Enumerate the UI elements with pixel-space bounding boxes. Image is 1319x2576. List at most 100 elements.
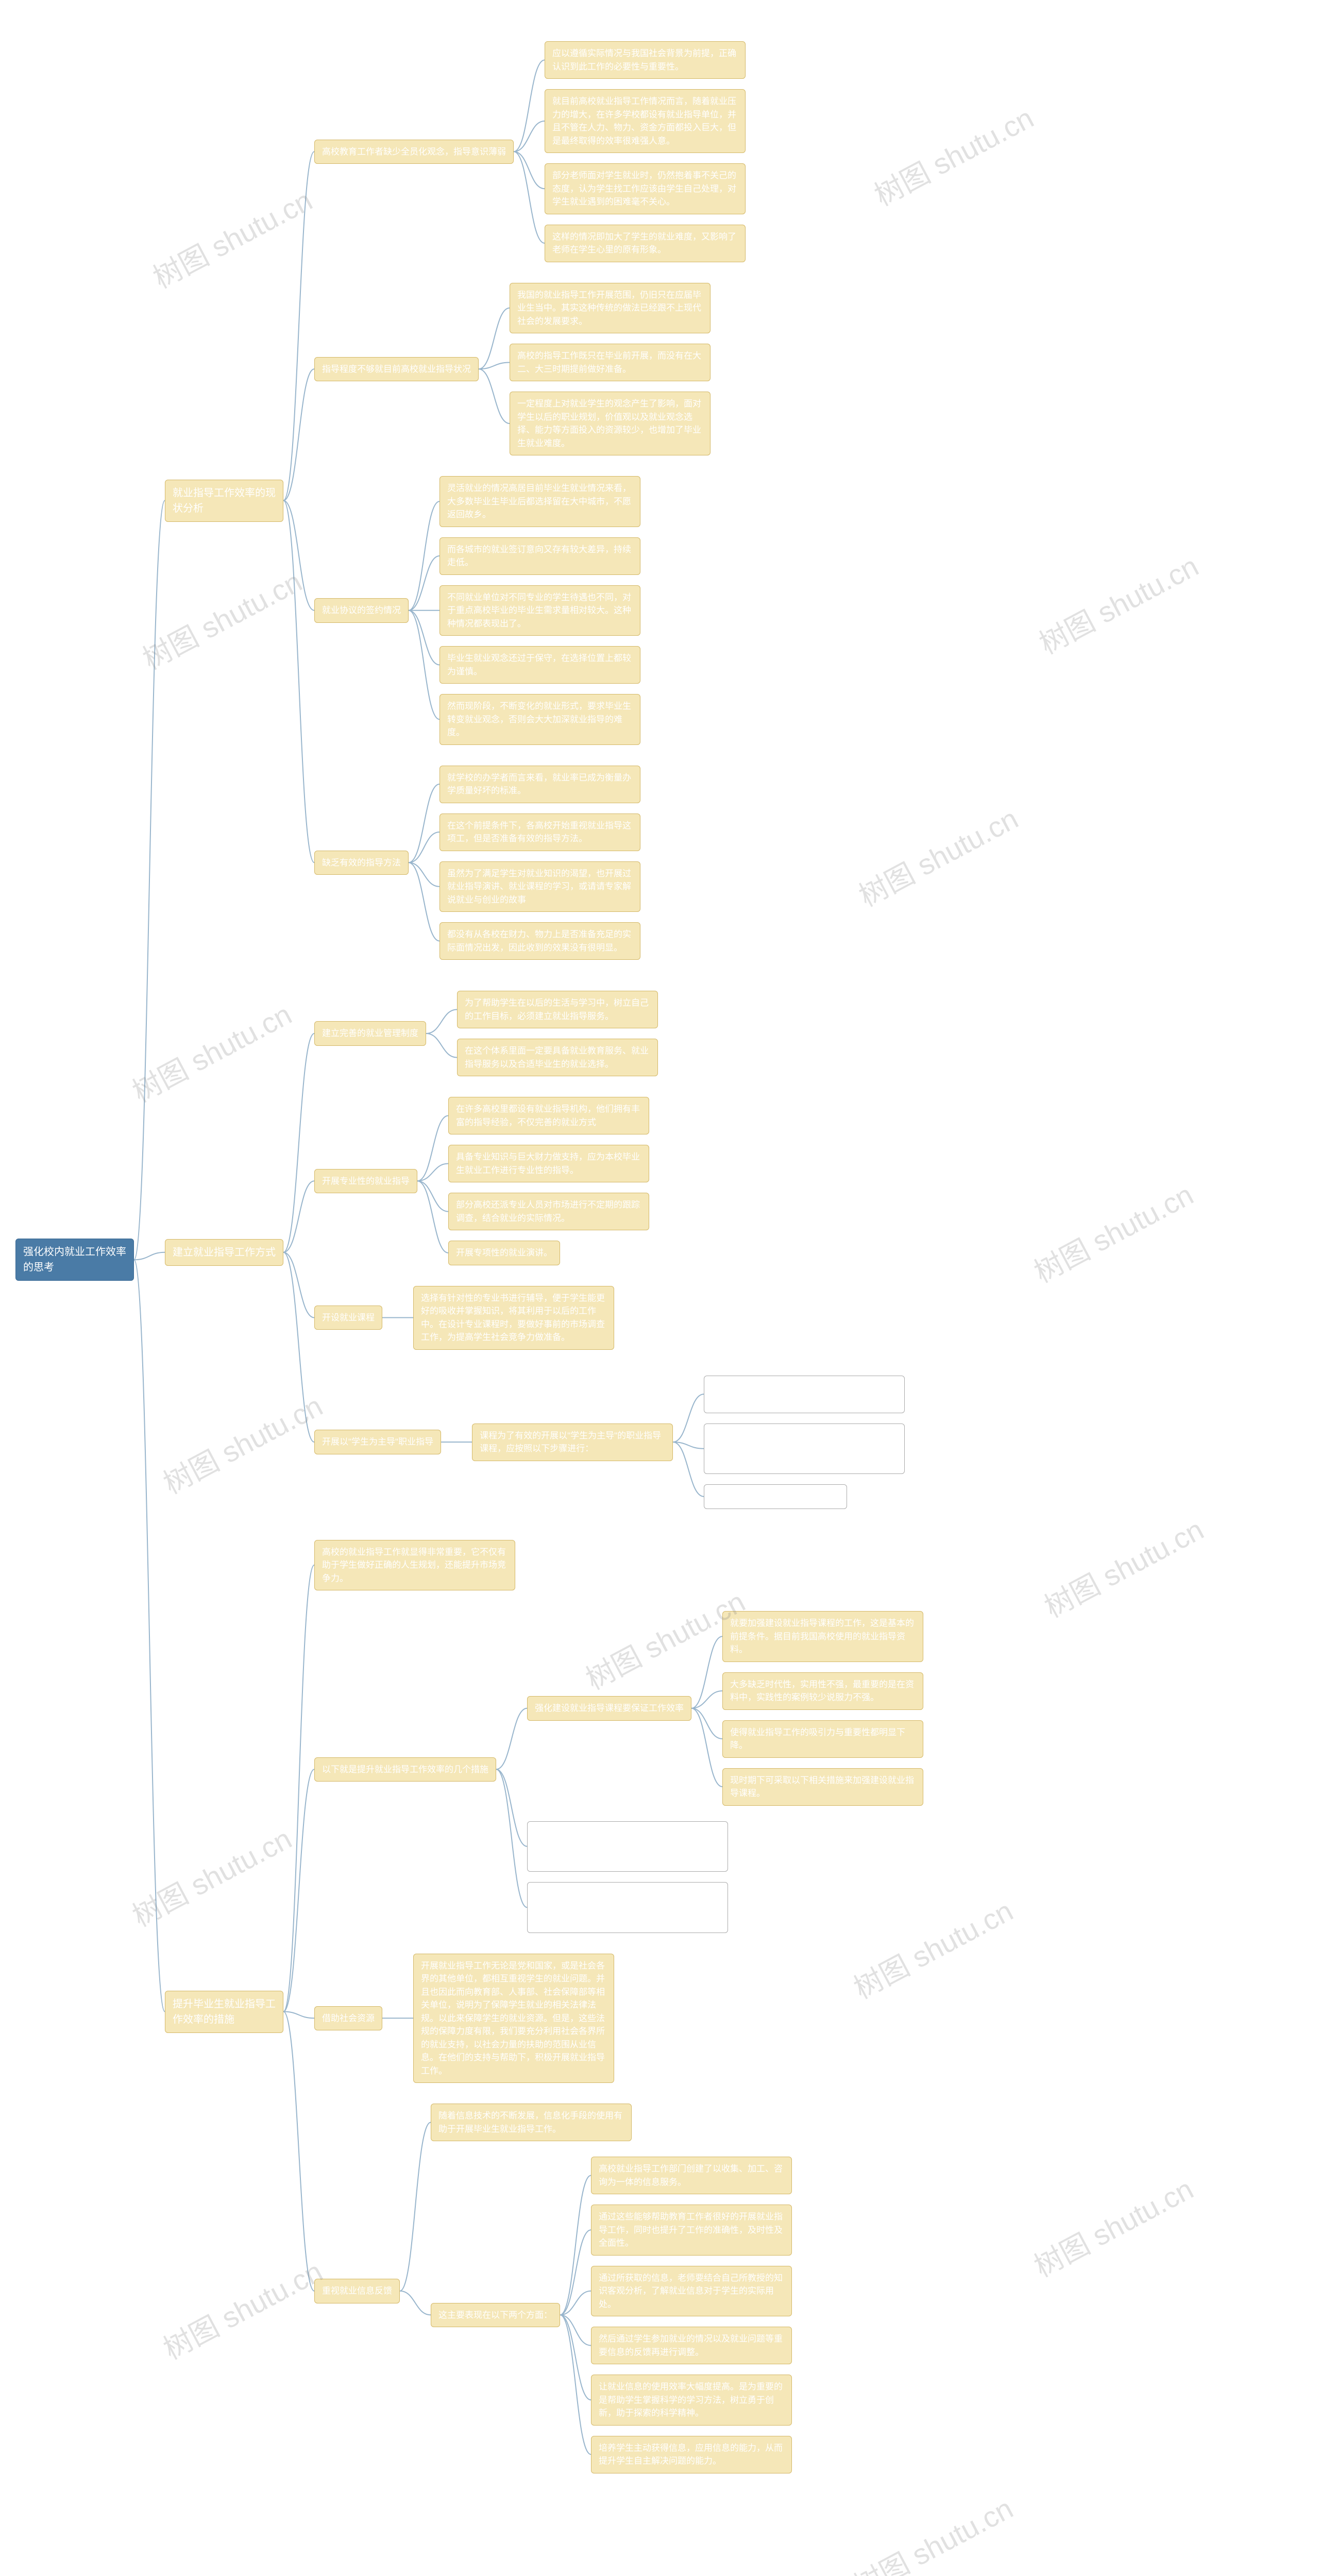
children-group: 就业指导工作效率的现状分析高校教育工作者缺少全员化观念，指导意识薄弱应以遵循实际…	[165, 26, 923, 2494]
node-label: 高校的指导工作既只在毕业前开展，而没有在大二、大三时期提前做好准备。	[510, 344, 711, 381]
mindmap-node: 虽然为了满足学生对就业知识的渴望，也开展过就业指导演讲、就业课程的学习，或请请专…	[439, 861, 640, 912]
node-label: 高校就业指导工作部门创建了以收集、加工、咨询为一体的信息服务。	[591, 2157, 792, 2194]
node-label: 具备专业知识与巨大财力做支持，应为本校毕业生就业工作进行专业性的指导。	[448, 1145, 649, 1182]
node-label: 开展就业指导工作无论是党和国家，或是社会各界的其他单位，都相互重视学生的就业问题…	[413, 1954, 614, 2083]
mindmap-node: 让就业信息的使用效率大幅度提高。是为重要的是帮助学生掌握科学的学习方法，树立勇于…	[591, 2375, 792, 2426]
node-label: 强化建设就业指导课程要保证工作效率	[527, 1696, 691, 1721]
children-group: 选择有针对性的专业书进行辅导，便于学生能更好的吸收并掌握知识，将其利用于以后的工…	[413, 1281, 614, 1355]
mindmap-node: 指导程度不够就目前高校就业指导状况 我国的就业指导工作开展范围，仍旧只在应届毕业生…	[314, 278, 746, 461]
mindmap-node: 都没有从各校在财力、物力上是否准备充足的实际面情况出发，因此收到的效果没有很明显…	[439, 922, 640, 960]
children-group: （1）分析学生的心理状态，根据学生的自身状况，提供参考建议。 （2）根据学生自身特…	[704, 1370, 905, 1514]
watermark: 树图 shutu.cn	[845, 2486, 1020, 2576]
mindmap-node: 然后通过学生参加就业的情况以及就业问题等重要信息的反馈再进行调整。	[591, 2327, 792, 2364]
node-label: 就学校的办学者而言来看，就业率已成为衡量办学质量好坏的标准。	[439, 766, 640, 803]
node-label: 以下就是提升就业指导工作效率的几个措施	[314, 1757, 496, 1782]
node-label: 就业协议的签约情况	[314, 598, 409, 623]
mindmap-node: 开设就业课程 选择有针对性的专业书进行辅导，便于学生能更好的吸收并掌握知识，将其利…	[314, 1281, 905, 1355]
node-label: 灵活就业的情况高居目前毕业生就业情况来看，大多数毕业生毕业后都选择留在大中城市，…	[439, 476, 640, 527]
node-label: 我国的就业指导工作开展范围，仍旧只在应届毕业生当中。其实这种传统的做法已经跟不上…	[510, 283, 711, 334]
children-group: 就要加强建设就业指导课程的工作，这是基本的前提条件。据目前我国高校使用的就业指导…	[722, 1606, 923, 1811]
mindmap-node: 高校就业指导工作部门创建了以收集、加工、咨询为一体的信息服务。	[591, 2157, 792, 2194]
node-label: 让就业信息的使用效率大幅度提高。是为重要的是帮助学生掌握科学的学习方法，树立勇于…	[591, 2375, 792, 2426]
node-label: （4）培养学生的自主创业意识。	[704, 1484, 847, 1509]
node-label: 提升毕业生就业指导工作效率的措施	[165, 1991, 283, 2033]
node-label: 通过这些能够帮助教育工作者很好的开展就业指导工作，同时也提升了工作的准确性，及时…	[591, 2205, 792, 2256]
node-label: 然而现阶段，不断变化的就业形式，要求毕业生转变就业观念，否则会大大加深就业指导的…	[439, 694, 640, 745]
node-label: 部分老师面对学生就业时，仍然抱着事不关己的态度，认为学生找工作应该由学生自己处理…	[545, 163, 746, 214]
mindmap-node: （1）将学生的就业指导课程列入教学新方案里，通过规定学时学分的方式保证教学的整体…	[527, 1821, 923, 1872]
mindmap-node: 灵活就业的情况高居目前毕业生就业情况来看，大多数毕业生毕业后都选择留在大中城市，…	[439, 476, 640, 527]
node-label: 缺乏有效的指导方法	[314, 851, 409, 875]
node-label: 然后通过学生参加就业的情况以及就业问题等重要信息的反馈再进行调整。	[591, 2327, 792, 2364]
mindmap-node: 使得就业指导工作的吸引力与重要性都明显下降。	[722, 1720, 923, 1758]
mindmap-node: 通过这些能够帮助教育工作者很好的开展就业指导工作，同时也提升了工作的准确性，及时…	[591, 2205, 792, 2256]
node-label: 课程为了有效的开展以"学生为主导"的职业指导课程，应按照以下步骤进行：	[472, 1423, 673, 1461]
mindmap-node: 在这个体系里面一定要具备就业教育服务、就业指导服务以及合适毕业生的就业选择。	[457, 1039, 658, 1076]
mindmap-node: 高校教育工作者缺少全员化观念，指导意识薄弱 应以遵循实际情况与我国社会背景为前提，…	[314, 36, 746, 267]
mindmap-node: 就业协议的签约情况 灵活就业的情况高居目前毕业生就业情况来看，大多数毕业生毕业后都…	[314, 471, 746, 750]
children-group: 我国的就业指导工作开展范围，仍旧只在应届毕业生当中。其实这种传统的做法已经跟不上…	[510, 278, 711, 461]
mindmap-node: 而各城市的就业签订意向又存有较大差异，持续走低。	[439, 537, 640, 575]
node-label: 在许多高校里都设有就业指导机构，他们拥有丰富的指导经验，不仅完善的就业方式	[448, 1097, 649, 1134]
root-node: 强化校内就业工作效率的思考就业指导工作效率的现状分析高校教育工作者缺少全员化观念…	[15, 26, 923, 2494]
node-label: 借助社会资源	[314, 2006, 382, 2031]
mindmap-node: 课程为了有效的开展以"学生为主导"的职业指导课程，应按照以下步骤进行： （1）分析…	[472, 1370, 905, 1514]
mindmap-root: 强化校内就业工作效率的思考就业指导工作效率的现状分析高校教育工作者缺少全员化观念…	[15, 26, 1304, 2494]
mindmap-node: 开展专业性的就业指导在许多高校里都设有就业指导机构，他们拥有丰富的指导经验，不仅…	[314, 1092, 905, 1270]
mindmap-node: 就目前高校就业指导工作情况而言，随着就业压力的增大，在许多学校都设有就业指导单位…	[545, 89, 746, 153]
mindmap-node: 开展就业指导工作无论是党和国家，或是社会各界的其他单位，都相互重视学生的就业问题…	[413, 1954, 614, 2083]
node-label: 不同就业单位对不同专业的学生待遇也不同，对于重点高校毕业的毕业生需求量相对较大。…	[439, 585, 640, 636]
node-label: （2）根据学生自身特长、优缺点、分析比较后做出适合自己的职业规划。（3）由专业老…	[704, 1423, 905, 1475]
node-label: 都没有从各校在财力、物力上是否准备充足的实际面情况出发，因此收到的效果没有很明显…	[439, 922, 640, 960]
mindmap-node: （2）根据学生自身特长、优缺点、分析比较后做出适合自己的职业规划。（3）由专业老…	[704, 1423, 905, 1475]
mindmap-node: 我国的就业指导工作开展范围，仍旧只在应届毕业生当中。其实这种传统的做法已经跟不上…	[510, 283, 711, 334]
node-label: 指导程度不够就目前高校就业指导状况	[314, 357, 479, 382]
node-label: 部分高校还派专业人员对市场进行不定期的跟踪调查，结合就业的实际情况。	[448, 1193, 649, 1230]
mindmap-node: 这样的情况即加大了学生的就业难度，又影响了老师在学生心里的原有形象。	[545, 225, 746, 262]
mindmap-node: 为了帮助学生在以后的生活与学习中，树立自己的工作目标，必须建立就业指导服务。	[457, 991, 658, 1028]
mindmap-node: 缺乏有效的指导方法 就学校的办学者而言来看，就业率已成为衡量办学质量好坏的标准。在…	[314, 760, 746, 965]
mindmap-node: 随着信息技术的不断发展，信息化手段的使用有助于开展毕业生就业指导工作。	[431, 2104, 792, 2141]
node-label: 大多缺乏时代性，实用性不强，最重要的是在资料中，实践性的案例较少说服力不强。	[722, 1672, 923, 1710]
mindmap-node: 一定程度上对就业学生的观念产生了影响，面对学生以后的职业规划，价值观以及就业观念…	[510, 392, 711, 455]
node-label: 开展以"学生为主导"职业指导	[314, 1430, 441, 1454]
mindmap-node: 这主要表现在以下两个方面：高校就业指导工作部门创建了以收集、加工、咨询为一体的信…	[431, 2151, 792, 2479]
mindmap-node: 部分老师面对学生就业时，仍然抱着事不关己的态度，认为学生找工作应该由学生自己处理…	[545, 163, 746, 214]
children-group: 强化建设就业指导课程要保证工作效率 就要加强建设就业指导课程的工作，这是基本的前提…	[527, 1601, 923, 1938]
node-label: 随着信息技术的不断发展，信息化手段的使用有助于开展毕业生就业指导工作。	[431, 2104, 632, 2141]
node-label: （2）通过集体备课的方式，让各科老师都接触到相关的科学讯息，并提供一个老师交流的…	[527, 1882, 728, 1933]
mindmap-node: 不同就业单位对不同专业的学生待遇也不同，对于重点高校毕业的毕业生需求量相对较大。…	[439, 585, 640, 636]
mindmap-node: 部分高校还派专业人员对市场进行不定期的跟踪调查，结合就业的实际情况。	[448, 1193, 649, 1230]
node-label: 这样的情况即加大了学生的就业难度，又影响了老师在学生心里的原有形象。	[545, 225, 746, 262]
mindmap-node: 高校的就业指导工作就显得非常重要，它不仅有助于学生做好正确的人生规划，还能提升市…	[314, 1540, 923, 1591]
node-label: 培养学生主动获得信息，应用信息的能力，从而提升学生自主解决问题的能力。	[591, 2436, 792, 2473]
mindmap-node: 以下就是提升就业指导工作效率的几个措施 强化建设就业指导课程要保证工作效率 就要加强…	[314, 1601, 923, 1938]
children-group: 应以遵循实际情况与我国社会背景为前提，正确认识到此工作的必要性与重要性。就目前高…	[545, 36, 746, 267]
node-label: 建立就业指导工作方式	[165, 1239, 283, 1266]
children-group: 建立完善的就业管理制度为了帮助学生在以后的生活与学习中，树立自己的工作目标，必须…	[314, 980, 905, 1524]
mindmap-node: 在这个前提条件下，各高校开始重视就业指导这项工，但是否准备有效的指导方法。	[439, 814, 640, 851]
mindmap-node: 提升毕业生就业指导工作效率的措施 高校的就业指导工作就显得非常重要，它不仅有助于学…	[165, 1535, 923, 2489]
children-group: 在许多高校里都设有就业指导机构，他们拥有丰富的指导经验，不仅完善的就业方式具备专…	[448, 1092, 649, 1270]
node-label: 重视就业信息反馈	[314, 2279, 400, 2303]
mindmap-node: 具备专业知识与巨大财力做支持，应为本校毕业生就业工作进行专业性的指导。	[448, 1145, 649, 1182]
mindmap-node: 现时期下可采取以下相关措施来加强建设就业指导课程。	[722, 1768, 923, 1806]
node-label: 在这个体系里面一定要具备就业教育服务、就业指导服务以及合适毕业生的就业选择。	[457, 1039, 658, 1076]
children-group: 高校教育工作者缺少全员化观念，指导意识薄弱 应以遵循实际情况与我国社会背景为前提，…	[314, 31, 746, 970]
mindmap-node: 就学校的办学者而言来看，就业率已成为衡量办学质量好坏的标准。	[439, 766, 640, 803]
node-label: 开设就业课程	[314, 1306, 382, 1330]
node-label: 选择有针对性的专业书进行辅导，便于学生能更好的吸收并掌握知识，将其利用于以后的工…	[413, 1286, 614, 1350]
children-group: 开展就业指导工作无论是党和国家，或是社会各界的其他单位，都相互重视学生的就业问题…	[413, 1948, 614, 2089]
mindmap-node: 重视就业信息反馈 随着信息技术的不断发展，信息化手段的使用有助于开展毕业生就业指导…	[314, 2098, 923, 2484]
node-label: （1）分析学生的心理状态，根据学生的自身状况，提供参考建议。	[704, 1376, 905, 1413]
mindmap-node: 建立就业指导工作方式 建立完善的就业管理制度为了帮助学生在以后的生活与学习中，树立…	[165, 980, 923, 1524]
node-label: 高校教育工作者缺少全员化观念，指导意识薄弱	[314, 140, 514, 164]
node-label: 开展专项性的就业演讲。	[448, 1241, 560, 1265]
node-label: 使得就业指导工作的吸引力与重要性都明显下降。	[722, 1720, 923, 1758]
node-label: （1）将学生的就业指导课程列入教学新方案里，通过规定学时学分的方式保证教学的整体…	[527, 1821, 728, 1872]
mindmap-node: 开展以"学生为主导"职业指导 课程为了有效的开展以"学生为主导"的职业指导课程，应…	[314, 1365, 905, 1519]
mindmap-node: 在许多高校里都设有就业指导机构，他们拥有丰富的指导经验，不仅完善的就业方式	[448, 1097, 649, 1134]
children-group: 高校就业指导工作部门创建了以收集、加工、咨询为一体的信息服务。通过这些能够帮助教…	[591, 2151, 792, 2479]
node-label: 通过所获取的信息，老师要结合自己所教授的知识客观分析，了解就业信息对于学生的实际…	[591, 2266, 792, 2317]
mindmap-node: 毕业生就业观念还过于保守，在选择位置上都较为谨慎。	[439, 646, 640, 684]
